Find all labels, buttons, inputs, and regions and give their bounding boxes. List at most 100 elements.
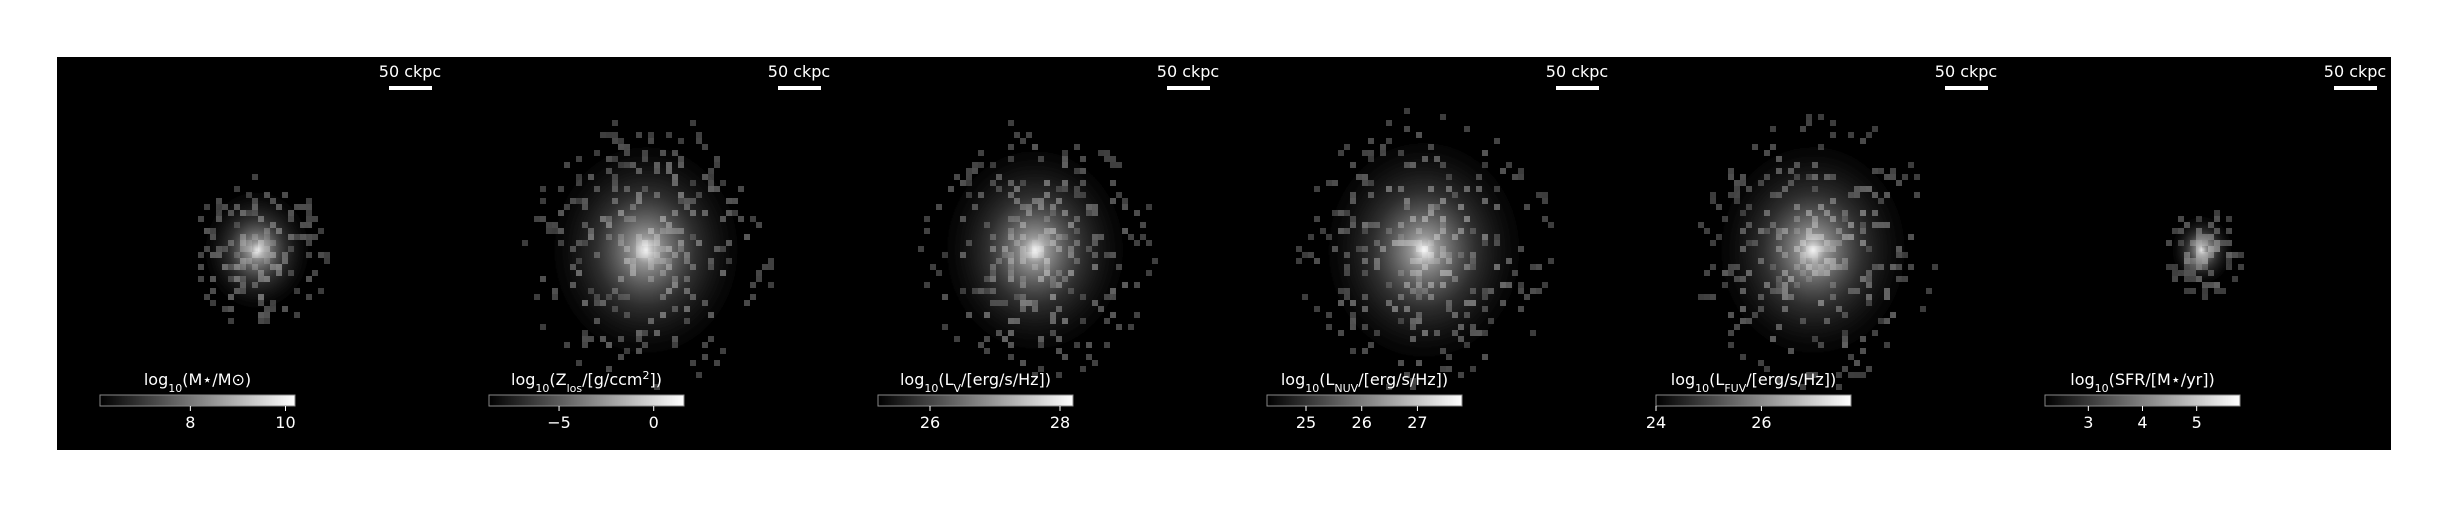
pixel — [2238, 252, 2244, 258]
label-text: log — [511, 370, 535, 389]
pixel — [768, 264, 774, 270]
pixel — [258, 312, 264, 318]
pixel — [1890, 174, 1896, 180]
colorbar-tick-label: 10 — [275, 413, 295, 432]
pixel — [2214, 282, 2220, 288]
label-subscript: 10 — [924, 382, 938, 395]
pixel — [198, 216, 204, 222]
pixel — [1110, 312, 1116, 318]
pixel — [2190, 288, 2196, 294]
colorbar-tick-label: 8 — [185, 413, 195, 432]
pixel — [558, 186, 564, 192]
pixel — [1728, 174, 1734, 180]
pixel — [2172, 270, 2178, 276]
pixel — [252, 174, 258, 180]
pixel — [1014, 132, 1020, 138]
pixel — [1806, 120, 1812, 126]
pixel — [282, 192, 288, 198]
pixel — [258, 318, 264, 324]
pixel — [2178, 216, 2184, 222]
label-subscript: 10 — [535, 382, 549, 395]
pixel — [618, 138, 624, 144]
pixel — [1860, 138, 1866, 144]
pixel — [690, 360, 696, 366]
pixel — [1482, 354, 1488, 360]
pixel — [324, 252, 330, 258]
galaxy-glow — [2170, 214, 2234, 286]
pixel — [1704, 270, 1710, 276]
pixel — [612, 120, 618, 126]
pixel — [1470, 366, 1476, 372]
pixel — [1518, 174, 1524, 180]
pixel — [1710, 264, 1716, 270]
pixel — [1806, 372, 1812, 378]
pixel — [1104, 156, 1110, 162]
pixel — [2208, 282, 2214, 288]
pixel — [954, 336, 960, 342]
pixel — [714, 360, 720, 366]
pixel — [1338, 330, 1344, 336]
colorbar-label: log10(Zlos/[g/ccm2]) — [511, 369, 662, 395]
pixel — [2202, 294, 2208, 300]
pixel — [1386, 120, 1392, 126]
pixel — [306, 276, 312, 282]
pixel — [1830, 120, 1836, 126]
pixel — [1884, 342, 1890, 348]
pixel — [1752, 144, 1758, 150]
pixel — [1134, 312, 1140, 318]
pixel — [576, 360, 582, 366]
pixel — [1098, 150, 1104, 156]
pixel — [1458, 372, 1464, 378]
pixel — [210, 288, 216, 294]
pixel — [1866, 132, 1872, 138]
scalebar-label: 50 ckpc — [768, 62, 830, 81]
pixel — [1548, 258, 1554, 264]
pixel — [1074, 144, 1080, 150]
pixel — [312, 234, 318, 240]
pixel — [966, 168, 972, 174]
pixel — [198, 252, 204, 258]
pixel — [2232, 252, 2238, 258]
pixel — [2214, 210, 2220, 216]
pixel — [282, 306, 288, 312]
label-subscript: FUV — [1724, 382, 1746, 395]
scalebar-label: 50 ckpc — [379, 62, 441, 81]
pixel — [1854, 360, 1860, 366]
pixel — [1026, 132, 1032, 138]
pixel — [1704, 228, 1710, 234]
label-text: (L — [1709, 370, 1724, 389]
pixel — [720, 348, 726, 354]
pixel — [1830, 132, 1836, 138]
label-subscript: 10 — [168, 382, 182, 395]
pixel — [1776, 378, 1782, 384]
label-text: log — [2070, 370, 2094, 389]
pixel — [1308, 252, 1314, 258]
pixel — [936, 204, 942, 210]
pixel — [702, 342, 708, 348]
pixel — [1530, 288, 1536, 294]
pixel — [768, 258, 774, 264]
pixel — [2226, 216, 2232, 222]
pixel — [306, 210, 312, 216]
label-subscript: V — [954, 382, 962, 395]
pixel — [1314, 216, 1320, 222]
galaxy-glow — [939, 142, 1131, 358]
pixel — [1146, 270, 1152, 276]
pixel — [198, 264, 204, 270]
colorbar-tick-label: 4 — [2137, 413, 2147, 432]
pixel — [1092, 360, 1098, 366]
pixel — [1134, 282, 1140, 288]
pixel — [1542, 192, 1548, 198]
pixel — [540, 216, 546, 222]
pixel — [1902, 174, 1908, 180]
pixel — [1104, 342, 1110, 348]
pixel — [654, 384, 660, 390]
pixel — [318, 288, 324, 294]
pixel — [1008, 120, 1014, 126]
pixel — [1152, 258, 1158, 264]
pixel — [306, 222, 312, 228]
pixel — [1008, 354, 1014, 360]
pixel — [612, 132, 618, 138]
colorbar-label: log10(LV/[erg/s/Hz]) — [900, 370, 1051, 395]
